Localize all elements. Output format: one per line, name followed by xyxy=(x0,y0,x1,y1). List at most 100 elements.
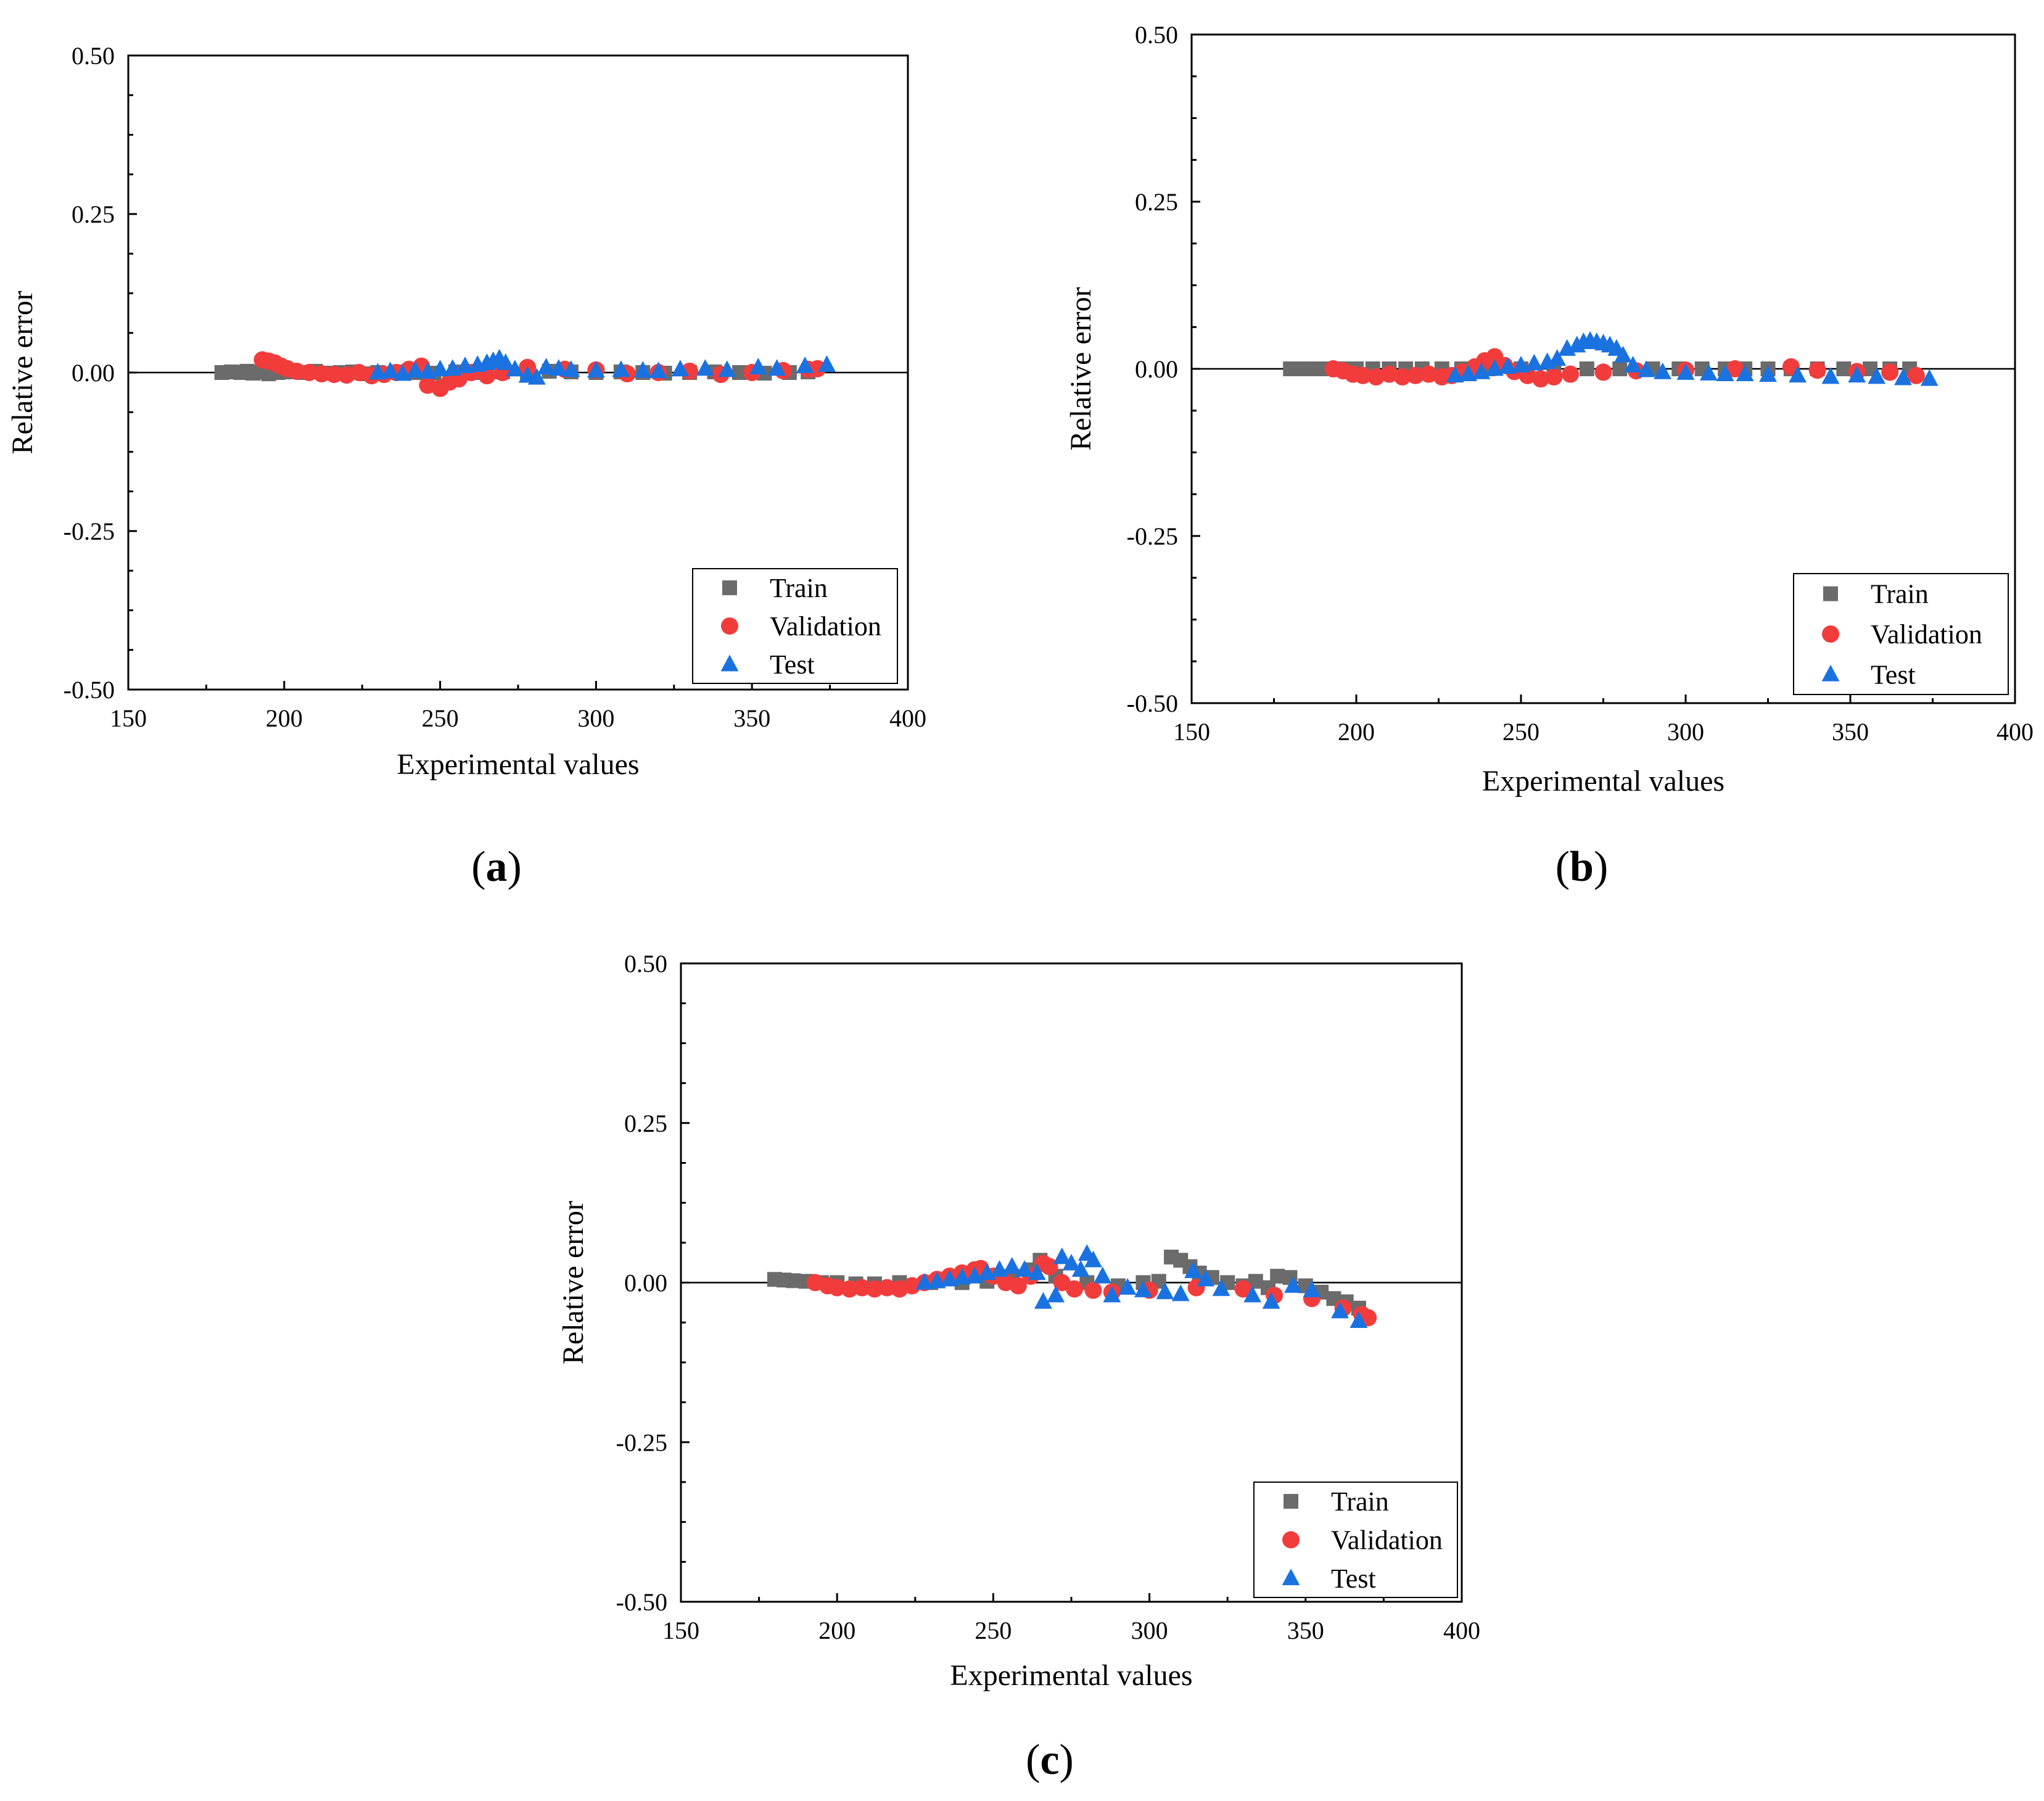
test-data-point xyxy=(1716,365,1734,382)
legend-marker-train xyxy=(722,580,737,595)
legend-label-train: Train xyxy=(770,573,828,603)
x-tick-label: 150 xyxy=(110,704,147,732)
x-tick-label: 300 xyxy=(1667,718,1704,746)
validation-data-point xyxy=(853,1279,871,1296)
test-data-point xyxy=(587,361,605,378)
test-data-point xyxy=(818,355,836,373)
y-tick-label: -0.25 xyxy=(616,1428,667,1456)
train-data-point xyxy=(1283,361,1298,376)
x-tick-label: 300 xyxy=(577,704,614,732)
chart-panel-a: 150 200 250 300 350 400 -0.50 -0.25 0.00 0.25 0.50… xyxy=(6,42,926,891)
series-test xyxy=(1446,331,1939,386)
test-data-point xyxy=(537,358,555,375)
test-data-point xyxy=(1654,362,1672,379)
validation-data-point xyxy=(1881,363,1899,381)
panel-label: (c) xyxy=(1026,1736,1074,1784)
legend-marker-test xyxy=(720,654,739,672)
y-tick-label: 0.25 xyxy=(1135,188,1178,216)
legend-label-test: Test xyxy=(1331,1564,1376,1594)
test-data-point xyxy=(1062,1253,1081,1271)
validation-data-point xyxy=(1808,361,1826,379)
test-data-point xyxy=(406,361,424,378)
y-tick-label: -0.25 xyxy=(64,517,115,545)
test-data-point xyxy=(497,353,515,370)
test-data-point xyxy=(696,359,714,376)
test-data-point xyxy=(1134,1280,1152,1298)
y-tick-label: 0.25 xyxy=(72,200,115,228)
test-data-point xyxy=(1071,1260,1090,1277)
x-tick-label: 400 xyxy=(1997,718,2034,746)
test-data-point xyxy=(1637,360,1655,377)
legend-marker-test xyxy=(1821,664,1840,682)
test-data-point xyxy=(1676,363,1695,380)
test-data-point xyxy=(1848,366,1866,383)
x-tick-label: 250 xyxy=(422,704,459,732)
panel-label-letter: c xyxy=(1040,1736,1059,1784)
panel-label-open: ( xyxy=(471,843,485,891)
test-data-point xyxy=(1243,1285,1262,1303)
y-tick-label: 0.25 xyxy=(624,1110,667,1137)
test-data-point xyxy=(1084,1250,1102,1267)
test-data-point xyxy=(1459,365,1477,382)
y-tick-label: 0.50 xyxy=(1135,21,1178,49)
validation-data-point xyxy=(1393,368,1411,386)
validation-data-point xyxy=(865,1280,883,1298)
test-data-point xyxy=(456,356,474,374)
test-data-point xyxy=(1446,366,1464,383)
test-data-point xyxy=(633,361,652,378)
legend-label-test: Test xyxy=(1871,659,1916,690)
test-data-point xyxy=(1485,359,1504,376)
panel-label: (a) xyxy=(471,843,522,891)
test-data-point xyxy=(1184,1261,1202,1279)
x-axis-title: Experimental values xyxy=(950,1659,1192,1692)
test-data-point xyxy=(1047,1285,1065,1303)
legend-marker-test xyxy=(1282,1568,1300,1586)
test-data-point xyxy=(953,1267,971,1285)
x-axis-title: Experimental values xyxy=(397,748,639,781)
test-data-point xyxy=(928,1271,946,1288)
legend-label-train: Train xyxy=(1871,579,1929,609)
test-data-point xyxy=(1015,1260,1034,1277)
legend-label-validation: Validation xyxy=(1331,1525,1443,1556)
y-tick-label: 0.50 xyxy=(72,42,115,70)
test-data-point xyxy=(1512,355,1530,373)
train-data-point xyxy=(1579,361,1594,376)
test-data-point xyxy=(915,1272,934,1290)
y-axis-title: Relative error xyxy=(1065,287,1097,450)
test-data-point xyxy=(768,359,786,376)
test-data-point xyxy=(718,360,736,377)
y-tick-label: 0.00 xyxy=(72,359,115,387)
validation-data-point xyxy=(1066,1280,1084,1298)
test-data-point xyxy=(1284,1276,1302,1293)
test-data-point xyxy=(431,360,449,377)
x-tick-label: 400 xyxy=(1443,1617,1480,1644)
test-data-point xyxy=(562,360,580,377)
panel-label-close: ) xyxy=(1594,843,1608,891)
panel-label-letter: a xyxy=(486,843,508,891)
x-tick-label: 350 xyxy=(1832,718,1869,746)
train-data-point xyxy=(1309,361,1324,376)
test-data-point xyxy=(1094,1266,1112,1284)
legend-marker-validation xyxy=(721,617,738,635)
legend: Train Validation Test xyxy=(1793,573,2009,695)
test-data-point xyxy=(1034,1292,1052,1309)
test-data-point xyxy=(1624,355,1642,373)
test-data-point xyxy=(1028,1263,1046,1280)
x-tick-label: 200 xyxy=(266,704,303,732)
test-data-point xyxy=(1525,353,1543,371)
validation-data-point xyxy=(1041,1258,1058,1276)
validation-data-point xyxy=(1084,1281,1102,1299)
test-data-point xyxy=(527,368,546,385)
validation-data-point xyxy=(1380,365,1398,383)
validation-data-point xyxy=(1420,365,1438,383)
test-data-point xyxy=(671,360,690,377)
test-data-point xyxy=(1614,345,1632,363)
test-data-point xyxy=(796,356,814,374)
x-tick-label: 250 xyxy=(975,1617,1012,1644)
test-data-point xyxy=(1156,1282,1174,1300)
test-data-point xyxy=(1118,1278,1137,1295)
test-data-point xyxy=(1350,1311,1368,1328)
test-data-point xyxy=(1262,1292,1280,1309)
validation-data-point xyxy=(1354,366,1372,384)
